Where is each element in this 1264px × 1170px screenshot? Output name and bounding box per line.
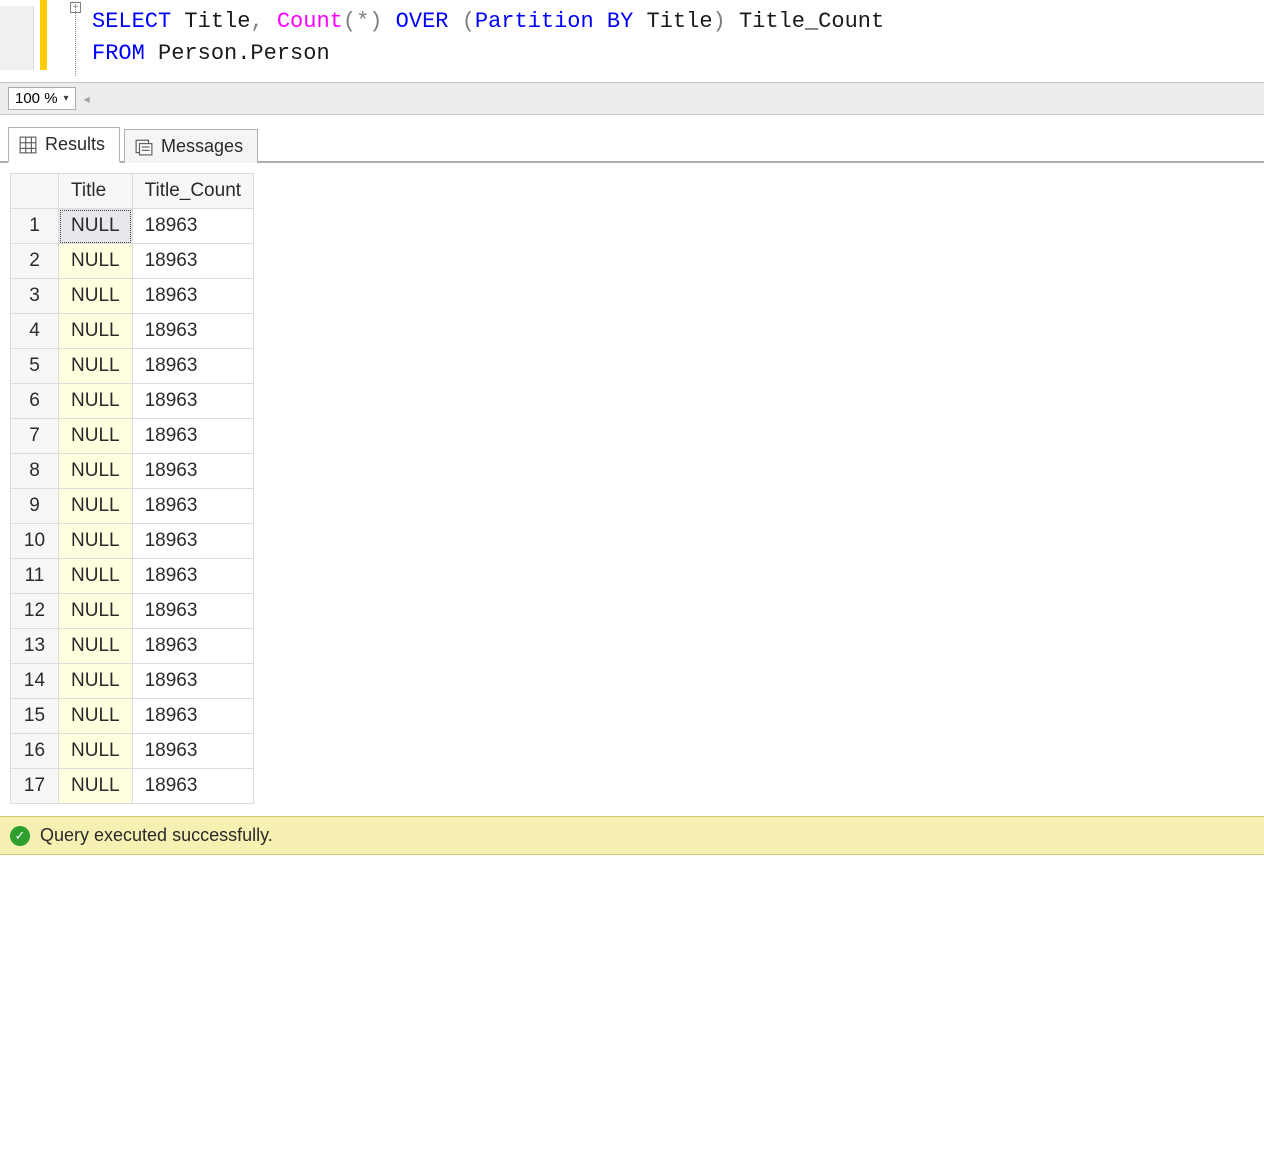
- results-table[interactable]: Title Title_Count 1NULL189632NULL189633N…: [10, 173, 254, 804]
- cell-title[interactable]: NULL: [59, 209, 133, 244]
- messages-icon: [135, 138, 153, 156]
- table-row[interactable]: 15NULL18963: [11, 699, 254, 734]
- cell-title[interactable]: NULL: [59, 734, 133, 769]
- table-row[interactable]: 3NULL18963: [11, 279, 254, 314]
- row-number[interactable]: 13: [11, 629, 59, 664]
- cell-title[interactable]: NULL: [59, 244, 133, 279]
- row-number[interactable]: 3: [11, 279, 59, 314]
- zoom-bar: 100 % ◂: [0, 82, 1264, 115]
- cell-title-count[interactable]: 18963: [132, 314, 253, 349]
- cell-title[interactable]: NULL: [59, 454, 133, 489]
- row-number[interactable]: 12: [11, 594, 59, 629]
- change-indicator: [40, 0, 47, 70]
- table-row[interactable]: 11NULL18963: [11, 559, 254, 594]
- cell-title-count[interactable]: 18963: [132, 629, 253, 664]
- cell-title[interactable]: NULL: [59, 594, 133, 629]
- cell-title[interactable]: NULL: [59, 419, 133, 454]
- status-text: Query executed successfully.: [40, 825, 273, 846]
- cell-title[interactable]: NULL: [59, 629, 133, 664]
- cell-title-count[interactable]: 18963: [132, 769, 253, 804]
- cell-title[interactable]: NULL: [59, 489, 133, 524]
- results-panel: Title Title_Count 1NULL189632NULL189633N…: [0, 163, 1264, 804]
- kw-by: BY: [607, 9, 633, 34]
- cell-title[interactable]: NULL: [59, 384, 133, 419]
- fn-count: Count: [277, 9, 343, 34]
- cell-title[interactable]: NULL: [59, 349, 133, 384]
- row-number[interactable]: 5: [11, 349, 59, 384]
- hscroll-left-icon[interactable]: ◂: [80, 92, 94, 106]
- kw-partition: Partition: [475, 9, 594, 34]
- table-row[interactable]: 13NULL18963: [11, 629, 254, 664]
- cell-title-count[interactable]: 18963: [132, 699, 253, 734]
- table-row[interactable]: 14NULL18963: [11, 664, 254, 699]
- table-header-row: Title Title_Count: [11, 174, 254, 209]
- tab-results-label: Results: [45, 134, 105, 155]
- row-number[interactable]: 7: [11, 419, 59, 454]
- table-row[interactable]: 1NULL18963: [11, 209, 254, 244]
- row-number[interactable]: 1: [11, 209, 59, 244]
- table-row[interactable]: 10NULL18963: [11, 524, 254, 559]
- cell-title-count[interactable]: 18963: [132, 454, 253, 489]
- cell-title-count[interactable]: 18963: [132, 244, 253, 279]
- cell-title-count[interactable]: 18963: [132, 734, 253, 769]
- table-row[interactable]: 6NULL18963: [11, 384, 254, 419]
- row-number[interactable]: 6: [11, 384, 59, 419]
- cell-title-count[interactable]: 18963: [132, 664, 253, 699]
- zoom-value: 100 %: [15, 90, 58, 107]
- row-header-blank: [11, 174, 59, 209]
- tab-messages-label: Messages: [161, 136, 243, 157]
- row-number[interactable]: 16: [11, 734, 59, 769]
- row-number[interactable]: 15: [11, 699, 59, 734]
- row-number[interactable]: 9: [11, 489, 59, 524]
- cell-title-count[interactable]: 18963: [132, 209, 253, 244]
- cell-title[interactable]: NULL: [59, 699, 133, 734]
- zoom-dropdown[interactable]: 100 %: [8, 87, 76, 110]
- row-number[interactable]: 2: [11, 244, 59, 279]
- cell-title-count[interactable]: 18963: [132, 384, 253, 419]
- table-row[interactable]: 8NULL18963: [11, 454, 254, 489]
- cell-title-count[interactable]: 18963: [132, 349, 253, 384]
- kw-select: SELECT: [92, 9, 171, 34]
- kw-over: OVER: [396, 9, 449, 34]
- cell-title[interactable]: NULL: [59, 279, 133, 314]
- cell-title[interactable]: NULL: [59, 524, 133, 559]
- table-row[interactable]: 4NULL18963: [11, 314, 254, 349]
- row-number[interactable]: 14: [11, 664, 59, 699]
- kw-from: FROM: [92, 41, 145, 66]
- table-row[interactable]: 2NULL18963: [11, 244, 254, 279]
- cell-title-count[interactable]: 18963: [132, 419, 253, 454]
- breakpoint-strip: [0, 6, 34, 70]
- row-number[interactable]: 11: [11, 559, 59, 594]
- table-row[interactable]: 7NULL18963: [11, 419, 254, 454]
- row-number[interactable]: 4: [11, 314, 59, 349]
- cell-title-count[interactable]: 18963: [132, 559, 253, 594]
- table-row[interactable]: 17NULL18963: [11, 769, 254, 804]
- row-number[interactable]: 8: [11, 454, 59, 489]
- sql-code[interactable]: SELECT Title, Count(*) OVER (Partition B…: [48, 6, 1264, 70]
- cell-title-count[interactable]: 18963: [132, 594, 253, 629]
- table-row[interactable]: 5NULL18963: [11, 349, 254, 384]
- cell-title[interactable]: NULL: [59, 559, 133, 594]
- results-tabs: Results Messages: [0, 115, 1264, 163]
- cell-title[interactable]: NULL: [59, 314, 133, 349]
- cell-title[interactable]: NULL: [59, 769, 133, 804]
- col-header-title-count[interactable]: Title_Count: [132, 174, 253, 209]
- row-number[interactable]: 10: [11, 524, 59, 559]
- status-bar: ✓ Query executed successfully.: [0, 816, 1264, 855]
- grid-icon: [19, 136, 37, 154]
- success-check-icon: ✓: [10, 826, 30, 846]
- tab-messages[interactable]: Messages: [124, 129, 258, 163]
- cell-title-count[interactable]: 18963: [132, 489, 253, 524]
- tab-results[interactable]: Results: [8, 127, 120, 163]
- sql-editor[interactable]: − SELECT Title, Count(*) OVER (Partition…: [0, 0, 1264, 82]
- table-row[interactable]: 12NULL18963: [11, 594, 254, 629]
- col-header-title[interactable]: Title: [59, 174, 133, 209]
- cell-title[interactable]: NULL: [59, 664, 133, 699]
- table-row[interactable]: 16NULL18963: [11, 734, 254, 769]
- cell-title-count[interactable]: 18963: [132, 524, 253, 559]
- row-number[interactable]: 17: [11, 769, 59, 804]
- cell-title-count[interactable]: 18963: [132, 279, 253, 314]
- table-row[interactable]: 9NULL18963: [11, 489, 254, 524]
- outline-tree-line: [75, 4, 76, 76]
